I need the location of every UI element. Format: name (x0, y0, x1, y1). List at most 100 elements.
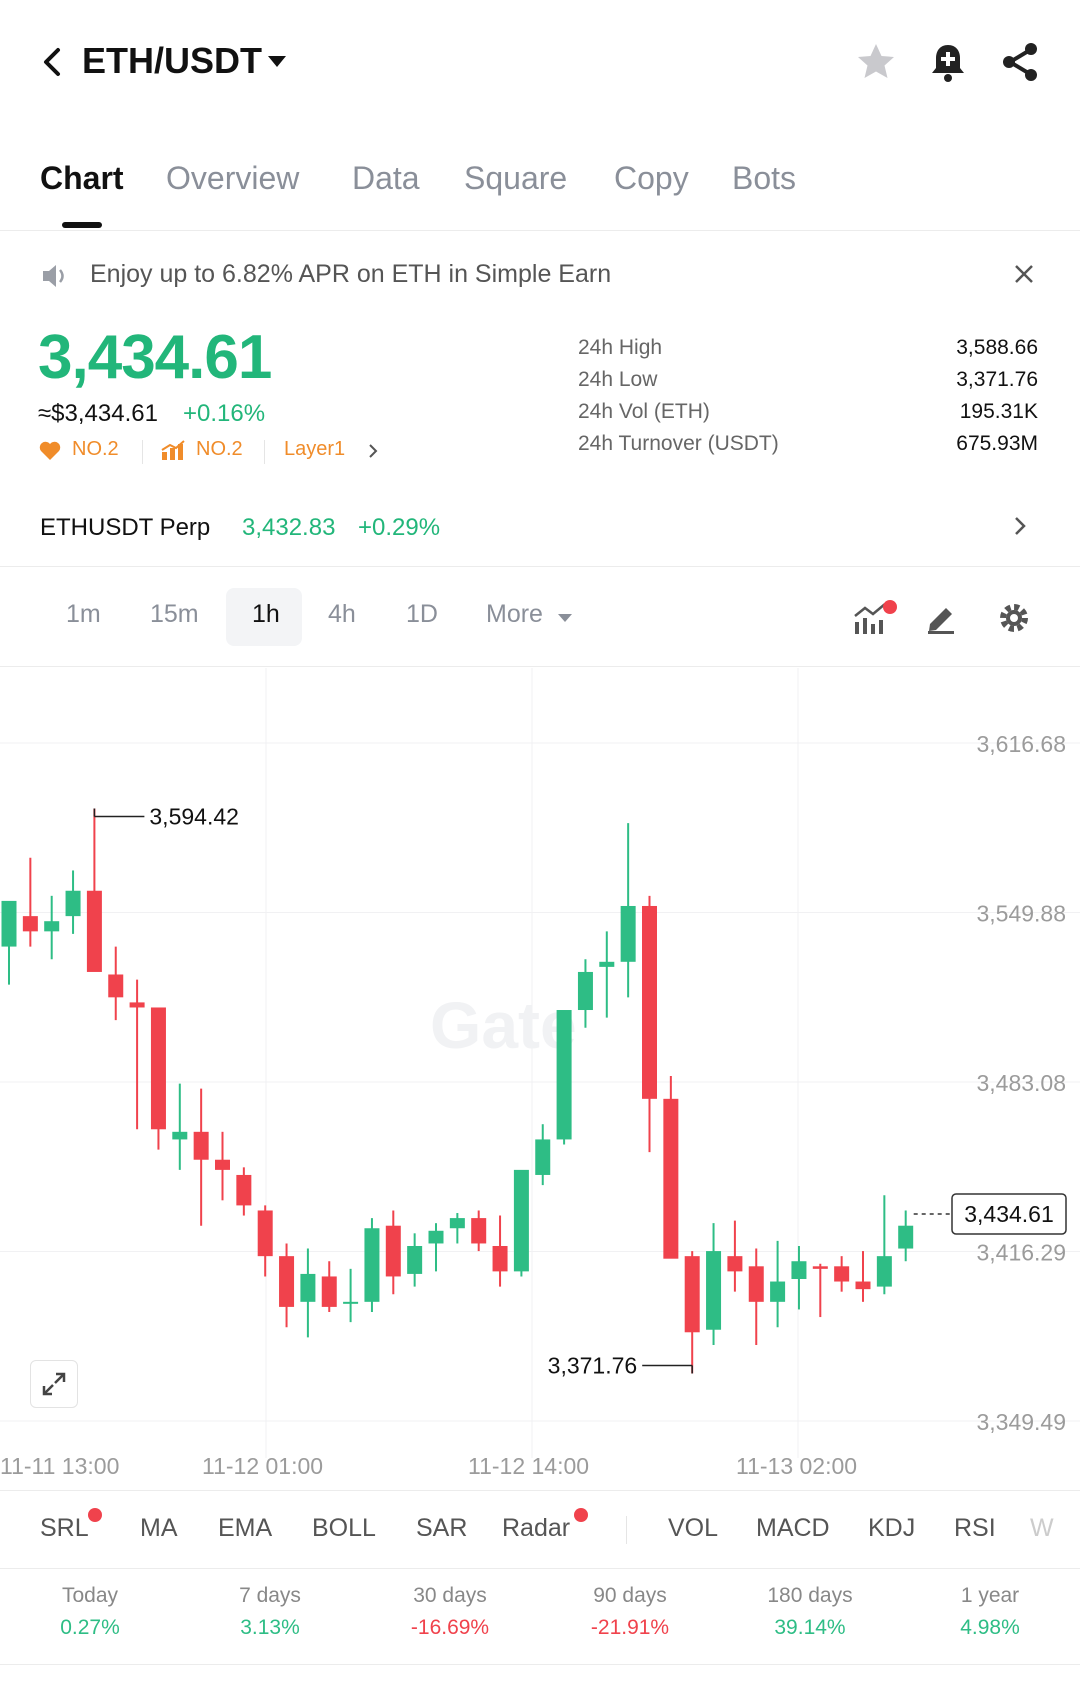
timeframe-15m[interactable]: 15m (150, 600, 199, 628)
expand-icon (42, 1372, 66, 1396)
divider (0, 666, 1080, 667)
timeframe-1d[interactable]: 1D (406, 600, 438, 628)
promo-banner[interactable]: Enjoy up to 6.82% APR on ETH in Simple E… (40, 256, 1040, 296)
candle-body (748, 1266, 764, 1302)
indicator-radar[interactable]: Radar (502, 1514, 571, 1542)
indicator-kdj[interactable]: KDJ (868, 1514, 916, 1542)
watermark-logo: Gate (430, 988, 577, 1062)
stat-value: 675.93M (956, 432, 1038, 455)
usd-price: ≈$3,434.61 (38, 400, 158, 427)
back-icon[interactable] (38, 42, 68, 82)
share-icon[interactable] (998, 40, 1042, 84)
indicator-macd[interactable]: MACD (756, 1514, 830, 1542)
category-tag[interactable]: Layer1 (284, 438, 346, 460)
alert-bell-icon[interactable] (926, 40, 970, 84)
timeframe-more[interactable]: More (486, 600, 543, 628)
candle-body (898, 1225, 914, 1249)
high-price-label: 3,594.42 (149, 803, 239, 829)
settings-gear-icon[interactable] (998, 602, 1030, 634)
perf-label: 7 days (239, 1584, 301, 1607)
candle-body (556, 1010, 572, 1140)
tab-copy[interactable]: Copy (614, 160, 689, 196)
indicator-srl[interactable]: SRL (40, 1514, 89, 1542)
indicator-boll[interactable]: BOLL (312, 1514, 376, 1542)
candle-body (44, 921, 60, 932)
tab-overview[interactable]: Overview (166, 160, 300, 196)
candle-body (86, 890, 102, 972)
tag-separator (142, 440, 143, 464)
tab-bots[interactable]: Bots (732, 160, 797, 196)
stat-label: 24h Vol (ETH) (578, 400, 710, 423)
candle-body (321, 1276, 337, 1307)
pair-title[interactable]: ETH/USDT (82, 40, 262, 81)
low-price-label: 3,371.76 (548, 1352, 638, 1378)
candle-body (22, 916, 38, 932)
candle-body (620, 905, 636, 962)
candle-body (577, 971, 593, 1011)
stat-value: 3,371.76 (956, 368, 1038, 391)
y-axis: 3,616.68 3,549.88 3,483.08 3,416.29 3,349.49 (976, 731, 1066, 1435)
chart-annotations: 3,594.42 3,371.76 3,434.61 (93, 803, 1067, 1378)
indicator-rsi[interactable]: RSI (954, 1514, 996, 1542)
chevron-right-icon[interactable] (366, 442, 380, 460)
candle-body (1, 900, 17, 947)
star-icon[interactable] (854, 40, 898, 84)
perp-price: 3,432.83 (242, 514, 336, 541)
y-tick-label: 3,483.08 (976, 1070, 1066, 1096)
tab-chart[interactable]: Chart (40, 160, 124, 196)
candle-body (599, 961, 615, 967)
perf-value: -16.69% (410, 1616, 490, 1639)
stat-label: 24h High (578, 336, 663, 359)
new-dot (574, 1508, 588, 1522)
y-tick-label: 3,349.49 (976, 1409, 1066, 1435)
indicator-w[interactable]: W (1030, 1514, 1054, 1542)
chart-grid (0, 668, 1080, 1458)
candle-body (257, 1210, 273, 1257)
tab-data[interactable]: Data (352, 160, 420, 196)
fullscreen-button[interactable] (30, 1360, 78, 1408)
y-tick-label: 3,549.88 (976, 901, 1066, 927)
x-axis: 11-11 13:00 11-12 01:00 11-12 14:00 11-13 0… (0, 1453, 857, 1479)
speaker-icon (43, 265, 64, 287)
timeframe-4h[interactable]: 4h (328, 600, 356, 628)
candlestick-chart[interactable]: Gate 3,616.68 3,549.88 3,483.08 3,416.29 3,3… (0, 668, 1080, 1480)
rank-tag[interactable]: NO.2 (72, 438, 119, 460)
timeframe-1m[interactable]: 1m (66, 600, 101, 628)
last-price: 3,434.61 (38, 323, 272, 392)
timeframe-1h[interactable]: 1h (252, 600, 280, 628)
perp-row[interactable]: ETHUSDT Perp 3,432.83 +0.29% (0, 496, 1080, 562)
indicator-ma[interactable]: MA (140, 1514, 178, 1542)
current-price-box (951, 1193, 1067, 1235)
indicator-vol[interactable]: VOL (668, 1514, 719, 1542)
current-price-label: 3,434.61 (964, 1201, 1054, 1227)
candle-body (215, 1159, 230, 1170)
tab-square[interactable]: Square (464, 160, 568, 196)
candle-body (172, 1131, 188, 1140)
candle-body (236, 1174, 252, 1206)
indicator-sar[interactable]: SAR (416, 1514, 468, 1542)
perp-change: +0.29% (358, 514, 441, 541)
candle-body (535, 1139, 551, 1175)
perf-label: 90 days (593, 1584, 667, 1607)
candle-body (449, 1218, 465, 1229)
trend-tag-icon (161, 440, 185, 460)
indicator-chart-icon[interactable] (852, 600, 898, 636)
price-change: +0.16% (183, 400, 266, 427)
perf-label: Today (61, 1584, 119, 1607)
indicator-ema[interactable]: EMA (218, 1514, 273, 1542)
candle-body (663, 1098, 679, 1259)
rank-tag[interactable]: NO.2 (196, 438, 243, 460)
candle-body (706, 1251, 722, 1330)
candle-body (193, 1131, 209, 1160)
candle-body (855, 1281, 871, 1290)
close-icon[interactable] (1012, 262, 1036, 286)
candle-body (108, 974, 124, 998)
candle-body (300, 1273, 316, 1302)
candle-body (65, 890, 81, 917)
pair-dropdown-icon[interactable] (268, 56, 286, 67)
perf-value: 39.14% (774, 1616, 846, 1639)
y-tick-label: 3,616.68 (976, 731, 1066, 757)
perf-label: 180 days (767, 1584, 853, 1607)
draw-pen-icon[interactable] (924, 602, 958, 634)
x-tick-label: 11-13 02:00 (736, 1453, 857, 1479)
